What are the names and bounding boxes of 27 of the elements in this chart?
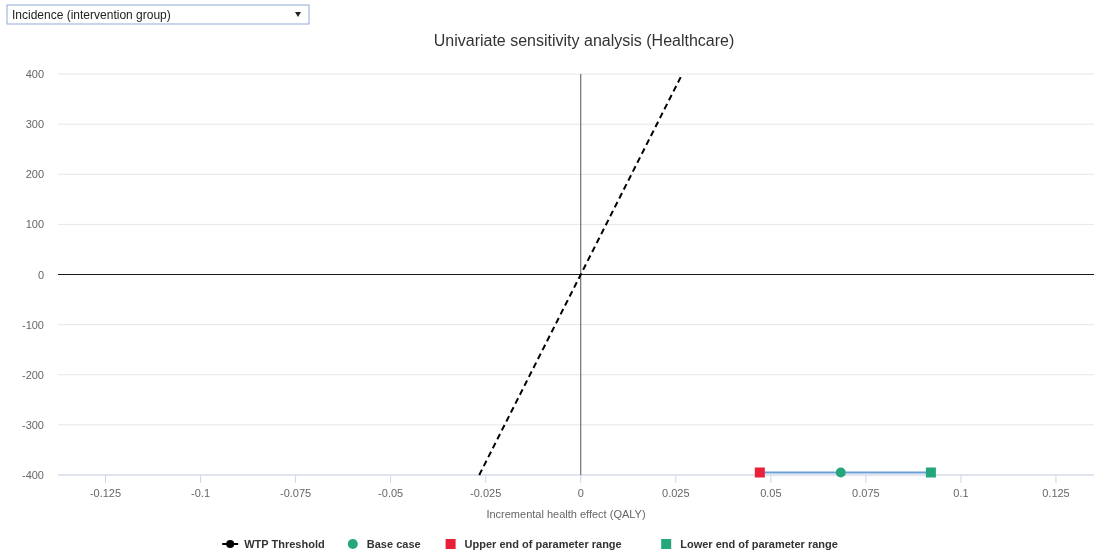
y-tick-label: 100: [25, 218, 44, 231]
x-tick-label: 0.05: [760, 487, 782, 499]
x-tick-label: 0.025: [662, 487, 690, 499]
y-tick-label: -100: [21, 318, 44, 331]
x-tick-label: -0.025: [470, 487, 502, 499]
legend-label: WTP Threshold: [244, 538, 325, 550]
x-tick-label: -0.1: [191, 487, 211, 499]
x-tick-label: 0.1: [953, 487, 969, 499]
y-tick-label: -300: [21, 418, 44, 431]
x-axis-title: Incremental health effect (QALY): [486, 508, 646, 520]
y-tick-label: 300: [25, 118, 44, 131]
y-tick-label: 0: [37, 268, 44, 281]
y-tick-label: -400: [21, 469, 44, 481]
dropdown-select: Incidence (intervention group): [6, 4, 310, 25]
y-tick-label: 400: [25, 68, 44, 80]
x-tick-label: -0.125: [89, 487, 122, 499]
chart-title: Univariate sensitivity analysis (Healthcare): [433, 32, 735, 49]
y-tick-label: 200: [25, 168, 44, 181]
x-tick-label: -0.05: [378, 487, 404, 499]
legend-label: Upper end of parameter range: [464, 538, 622, 550]
x-tick-label: 0: [577, 487, 584, 499]
x-tick-label: -0.075: [280, 487, 312, 499]
y-tick-label: -200: [21, 368, 44, 381]
x-tick-label: 0.125: [1042, 487, 1070, 499]
x-tick-label: 0.075: [852, 487, 880, 499]
legend-label: Lower end of parameter range: [680, 538, 838, 550]
legend-label: Base case: [366, 538, 421, 550]
